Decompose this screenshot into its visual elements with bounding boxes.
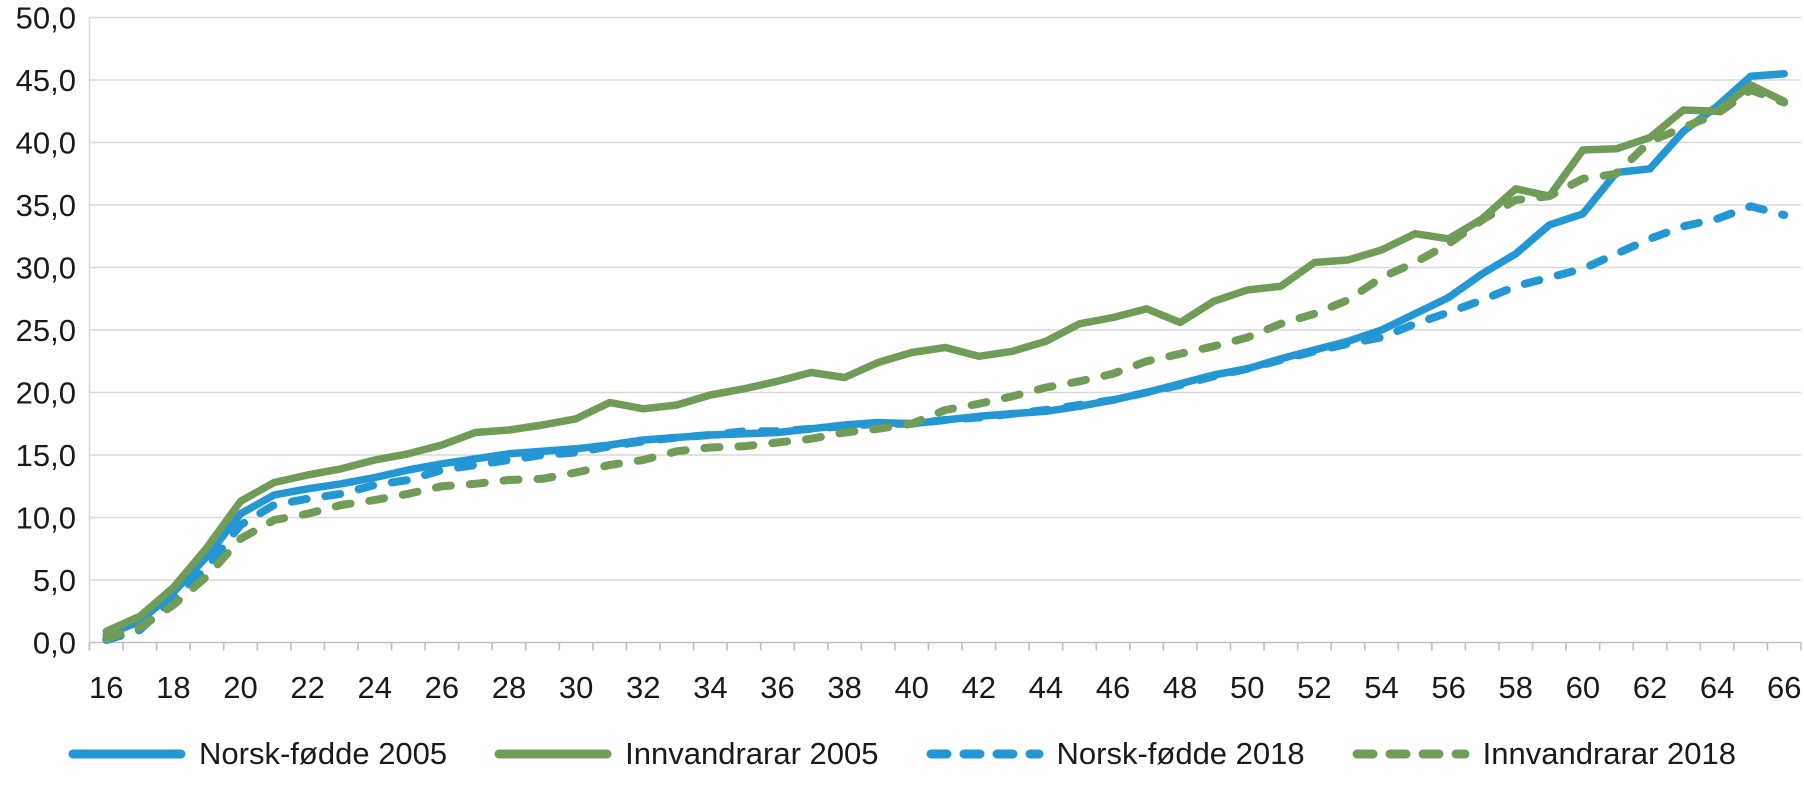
y-axis-tick-label: 25,0 [16, 313, 76, 348]
x-axis-tick-label: 62 [1633, 670, 1667, 705]
legend-item-norsk-f-dde-2005: Norsk-fødde 2005 [68, 738, 447, 769]
series-line-innvandrarar-2018 [102, 86, 1789, 643]
x-axis-tick-label: 42 [962, 670, 996, 705]
y-axis-tick-label: 30,0 [16, 251, 76, 286]
x-axis-tick-label: 40 [894, 670, 928, 705]
series-line-innvandrarar-2005 [102, 81, 1788, 636]
y-axis-tick-label: 45,0 [16, 63, 76, 98]
legend-label: Innvandrarar 2018 [1482, 736, 1736, 771]
legend-item-innvandrarar-2005: Innvandrarar 2005 [494, 736, 879, 771]
x-axis-tick-label: 28 [492, 670, 526, 705]
x-axis-tick-label: 64 [1700, 670, 1734, 705]
legend-swatch [68, 749, 186, 758]
legend-swatch [1352, 749, 1470, 758]
x-axis-tick-label: 20 [223, 670, 257, 705]
chart-legend: Norsk-fødde 2005 Innvandrarar 2005 Norsk-f… [0, 738, 1804, 769]
legend-swatch [926, 749, 1043, 758]
x-axis-tick-label: 22 [290, 670, 324, 705]
x-axis-tick-label: 16 [89, 670, 123, 705]
legend-swatch [494, 749, 612, 758]
legend-label: Norsk-fødde 2005 [199, 736, 448, 771]
x-axis-tick-label: 38 [827, 670, 861, 705]
series-line-norsk-f-dde-2005 [102, 70, 1788, 639]
x-axis-tick-label: 66 [1767, 670, 1801, 705]
y-axis-tick-label: 5,0 [33, 563, 76, 598]
x-axis-tick-label: 32 [626, 670, 660, 705]
x-axis-tick-label: 50 [1230, 670, 1264, 705]
x-axis-tick-label: 58 [1499, 670, 1533, 705]
legend-item-innvandrarar-2018: Innvandrarar 2018 [1352, 738, 1736, 769]
line-chart: 0,0 5,0 10,0 15,0 20,0 25,0 30,0 35,0 40,0 45,0 50… [16, 1, 1802, 705]
x-axis-tick-label: 26 [425, 670, 459, 705]
legend-label: Norsk-fødde 2018 [1056, 736, 1305, 771]
y-axis-tick-label: 20,0 [16, 376, 76, 411]
x-axis-tick-label: 34 [693, 670, 727, 705]
x-axis-tick-label: 44 [1029, 670, 1063, 705]
legend-label: Innvandrarar 2005 [625, 736, 879, 771]
y-axis-tick-label: 0,0 [33, 626, 76, 661]
x-axis-tick-label: 18 [156, 670, 190, 705]
x-axis-tick-label: 54 [1364, 670, 1398, 705]
x-axis-tick-label: 30 [559, 670, 593, 705]
x-axis-tick-label: 36 [760, 670, 794, 705]
x-axis-tick-label: 48 [1163, 670, 1197, 705]
x-axis-tick-label: 52 [1297, 670, 1331, 705]
y-axis-tick-label: 15,0 [16, 438, 76, 473]
legend-item-norsk-f-dde-2018: Norsk-fødde 2018 [926, 738, 1305, 769]
series-line-norsk-f-dde-2018 [102, 202, 1789, 644]
y-axis-tick-label: 10,0 [16, 501, 76, 536]
x-axis-tick-label: 60 [1566, 670, 1600, 705]
x-axis-tick-label: 46 [1096, 670, 1130, 705]
y-axis-tick-label: 50,0 [16, 1, 76, 36]
y-axis-tick-label: 35,0 [16, 188, 76, 223]
x-axis-tick-label: 24 [358, 670, 392, 705]
y-axis-tick-label: 40,0 [16, 126, 76, 161]
x-axis-tick-label: 56 [1431, 670, 1465, 705]
